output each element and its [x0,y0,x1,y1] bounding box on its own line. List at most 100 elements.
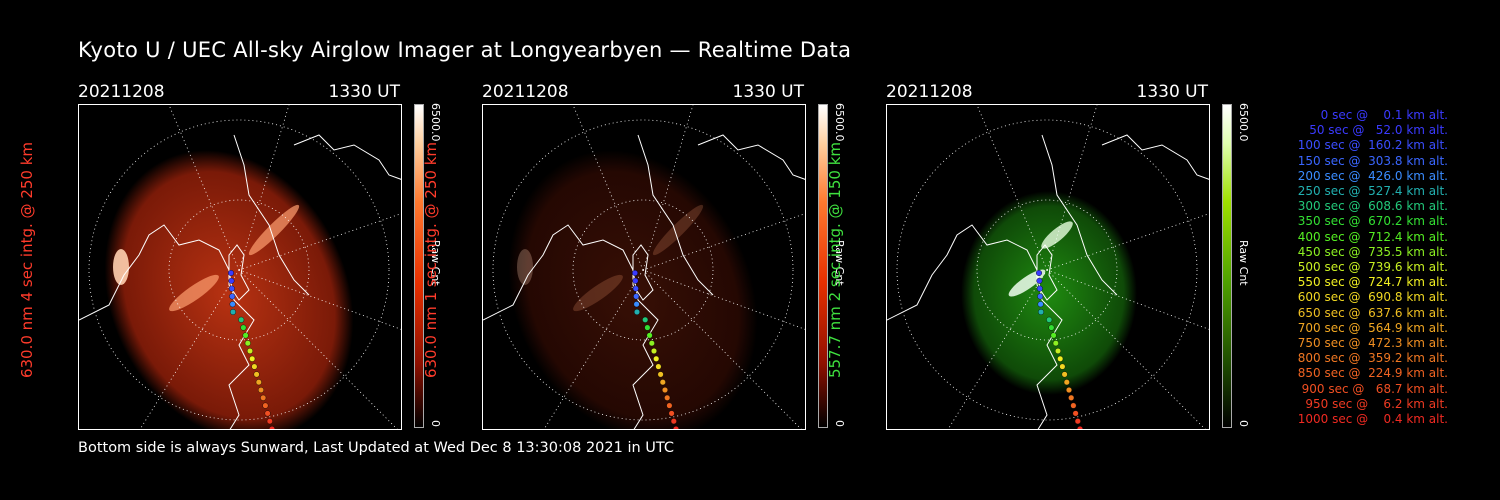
trajectory-dot [1061,371,1068,378]
colorbar-2 [818,104,828,428]
legend-entry: 900 sec @ 68.7 km alt. [1297,381,1448,396]
trajectory-dot [1048,324,1055,331]
legend-entry: 400 sec @ 712.4 km alt. [1293,229,1448,244]
trajectory-dot [673,426,679,429]
trajectory-dot [670,418,677,425]
legend-entry: 250 sec @ 527.4 km alt. [1293,184,1448,199]
legend-entry: 350 sec @ 670.2 km alt. [1293,214,1448,229]
trajectory-dot [1046,316,1053,323]
coastline [887,224,1063,429]
latitude-circle [896,119,1198,421]
airglow-field [104,150,354,429]
coastline [697,134,805,180]
trajectory-dot [1036,277,1043,284]
legend-entry: 600 sec @ 690.8 km alt. [1293,290,1448,305]
legend-entry: 650 sec @ 637.6 km alt. [1293,305,1448,320]
coastline [233,134,310,296]
trajectory-dot [632,285,639,292]
trajectory-dot [253,371,260,378]
legend-entry: 450 sec @ 735.5 km alt. [1293,244,1448,259]
trajectory-dot [1077,426,1083,429]
image-panel-3: 20211208 1330 UT [886,82,1210,430]
trajectory-dot [648,340,655,347]
aurora-arc [1041,221,1073,249]
trajectory-dot [1074,418,1081,425]
legend-entry: 550 sec @ 724.7 km alt. [1293,275,1448,290]
trajectory-dot [238,316,245,323]
latitude-circle [492,119,794,421]
coastline [637,134,714,296]
trajectory-dot [242,332,249,339]
legend-entry: 150 sec @ 303.8 km alt. [1293,153,1448,168]
legend-entry: 850 sec @ 224.9 km alt. [1293,366,1448,381]
panel-date: 20211208 [482,82,569,102]
legend-entry: 0 sec @ 0.1 km alt. [1309,108,1448,122]
all-sky-image-frame [78,104,402,430]
longitude-line [238,105,290,271]
panel-date: 20211208 [886,82,973,102]
trajectory-dot [642,316,649,323]
all-sky-image [887,105,1209,429]
longitude-line [1046,105,1098,271]
longitude-line [238,213,401,271]
trajectory-dot [227,269,234,276]
latitude-circle [572,199,714,341]
legend-entry: 50 sec @ 52.0 km alt. [1301,123,1448,138]
trajectory-dot [262,402,269,409]
trajectory-dot [632,277,639,284]
colorbar-1 [414,104,424,428]
trajectory-dot [1070,402,1077,409]
all-sky-image-frame [886,104,1210,430]
trajectory-dot [1057,355,1064,362]
aurora-arc [113,249,129,285]
trajectory-dot [264,410,271,417]
aurora-arc [248,204,300,256]
trajectory-dot [255,379,262,386]
longitude-line [642,269,802,429]
colorbar-3 [1222,104,1232,428]
trajectory-dot [633,301,640,308]
image-panel-1: 20211208 1330 UT [78,82,402,430]
colorbar-3-min: 0 [1237,420,1250,427]
panel-2-emission-label: 630.0 nm 1 sec intg. @ 250 km [422,141,440,379]
legend-entry: 950 sec @ 6.2 km alt. [1301,396,1448,411]
trajectory-dot [246,347,253,354]
aurora-arc [1008,269,1046,297]
trajectory-dot [650,347,657,354]
trajectory-dot [1036,285,1043,292]
trajectory-dot [1052,340,1059,347]
trajectory-dot [240,324,247,331]
colorbar-2-min: 0 [833,420,846,427]
trajectory-dot [633,308,640,315]
coastline [1041,134,1118,296]
panel-3-emission-label: 557.7 nm 2 sec intg. @ 150 km [826,141,844,379]
trajectory-dot [228,285,235,292]
trajectory-dot [1068,394,1075,401]
trajectory-dot [655,363,662,370]
trajectory-legend: 0 sec @ 0.1 km alt. 50 sec @ 52.0 km alt… [1258,108,1448,427]
panel-time: 1330 UT [1136,82,1209,102]
all-sky-image [79,105,401,429]
longitude-line [642,105,694,271]
trajectory-dot [664,394,671,401]
latitude-circle [168,199,310,341]
trajectory-dot [657,371,664,378]
legend-entry: 200 sec @ 426.0 km alt. [1293,168,1448,183]
coastline [293,134,401,180]
legend-entry: 800 sec @ 359.2 km alt. [1293,351,1448,366]
coastline [483,224,659,429]
image-panel-2: 20211208 1330 UT [482,82,806,430]
legend-entry: 750 sec @ 472.3 km alt. [1293,336,1448,351]
longitude-line [1046,269,1206,429]
legend-entry: 700 sec @ 564.9 km alt. [1293,320,1448,335]
trajectory-dot [1063,379,1070,386]
aurora-arc [517,249,533,285]
trajectory-dot [266,418,273,425]
trajectory-dot [644,324,651,331]
trajectory-dot [249,355,256,362]
trajectory-dot [633,293,640,300]
panel-1-emission-label: 630.0 nm 4 sec intg. @ 250 km [18,141,36,379]
aurora-arc [652,204,704,256]
trajectory-dot [1072,410,1079,417]
page-title: Kyoto U / UEC All-sky Airglow Imager at … [78,38,852,62]
